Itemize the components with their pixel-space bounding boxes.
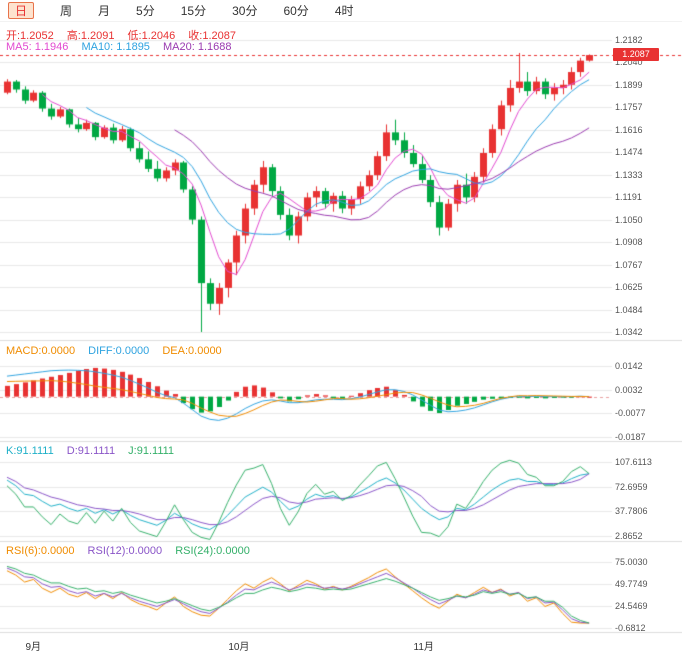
tab-5min[interactable]: 5分 [136,3,155,18]
open-value: 开:1.2052 [6,30,54,42]
current-price-badge: 1.2087 [613,48,659,61]
tab-month[interactable]: 月 [98,3,111,18]
close-value: 收:1.2087 [188,30,236,42]
kdj-legend: K:91.1111 D:91.1111 J:91.1111 [6,445,184,457]
dea-value: DEA:0.0000 [162,345,222,357]
rsi6-value: RSI(6):0.0000 [6,545,75,557]
high-value: 高:1.2091 [66,30,115,42]
k-value: K:91.1111 [6,445,54,457]
rsi-legend: RSI(6):0.0000 RSI(12):0.0000 RSI(24):0.0… [6,545,260,557]
tab-60min[interactable]: 60分 [283,3,309,18]
tab-week[interactable]: 周 [60,3,73,18]
tab-15min[interactable]: 15分 [180,3,207,18]
rsi12-value: RSI(12):0.0000 [87,545,163,557]
tab-day[interactable]: 日 [8,2,35,19]
tab-30min[interactable]: 30分 [232,3,258,18]
ma-legend: MA5: 1.1946 MA10: 1.1895 MA20: 1.1688 [6,41,242,53]
ma20-value: MA20: 1.1688 [163,41,232,53]
rsi24-value: RSI(24):0.0000 [175,545,250,557]
ma5-value: MA5: 1.1946 [6,41,69,53]
j-value: J:91.1111 [128,445,175,457]
ma10-value: MA10: 1.1895 [81,41,150,53]
diff-value: DIFF:0.0000 [88,345,150,357]
tab-4hour[interactable]: 4时 [334,3,354,18]
macd-legend: MACD:0.0000 DIFF:0.0000 DEA:0.0000 [6,345,232,357]
main-ohlc-legend: 开:1.2052 高:1.2091 低:1.2046 收:1.2087 [6,27,246,43]
d-value: D:91.1111 [66,445,116,457]
period-toolbar: 日 周 月 5分 15分 30分 60分 4时 [0,0,682,22]
macd-value: MACD:0.0000 [6,345,76,357]
low-value: 低:1.2046 [127,30,176,42]
